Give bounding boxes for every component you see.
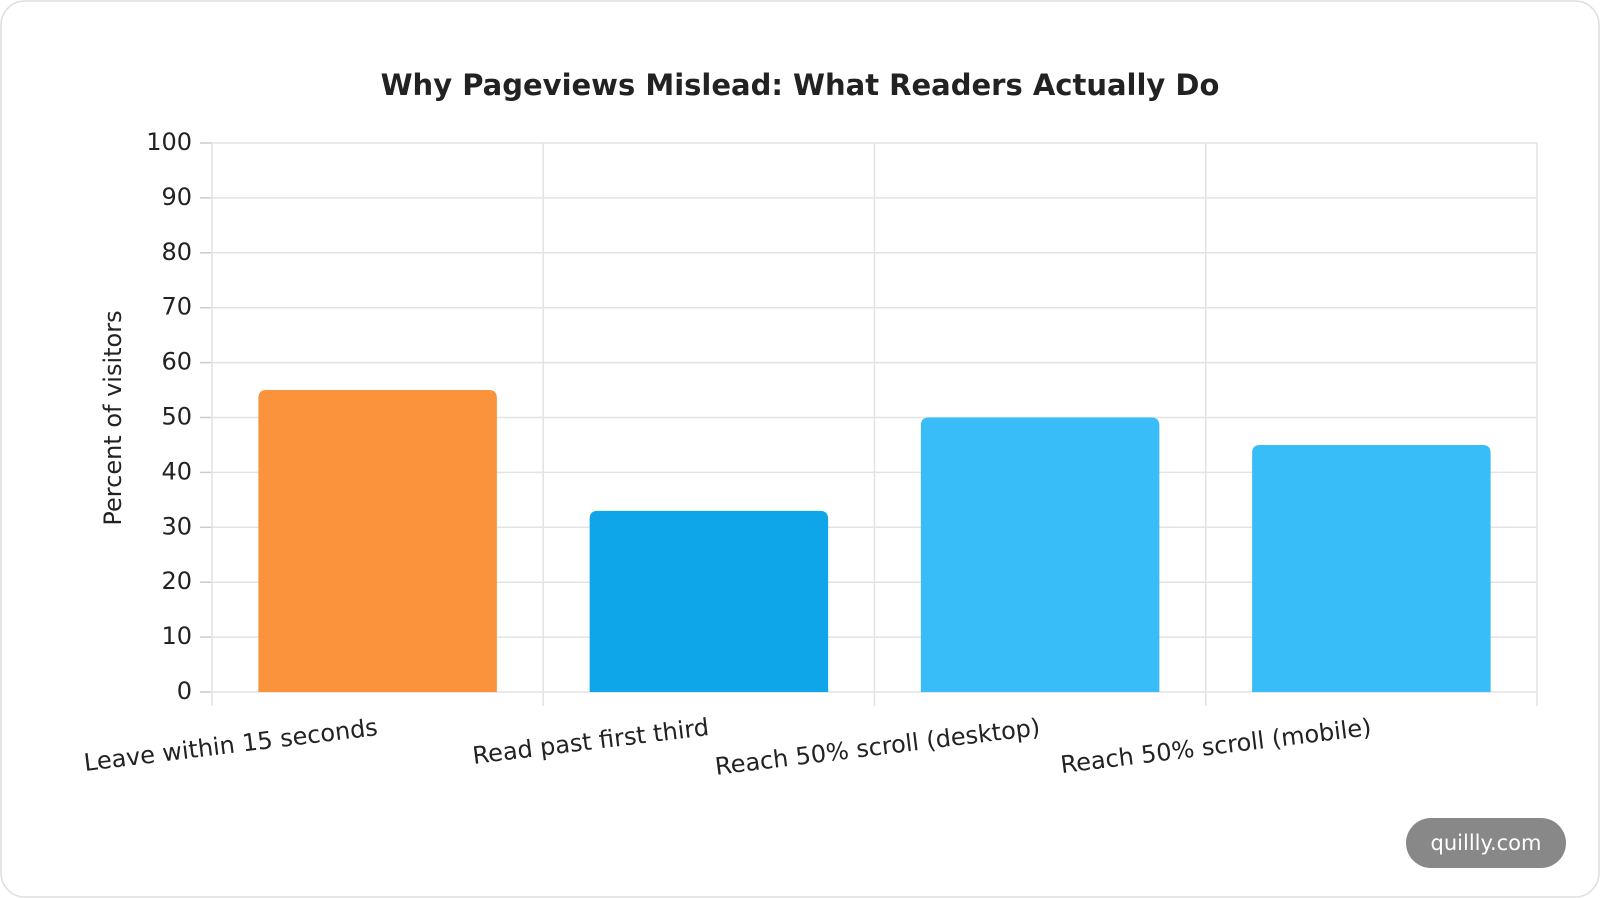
watermark-badge (1406, 818, 1566, 868)
y-tick-label: 90 (161, 183, 192, 211)
y-tick-label: 80 (161, 238, 192, 266)
y-axis-label: Percent of visitors (99, 310, 127, 525)
chart-title: Why Pageviews Mislead: What Readers Actu… (381, 68, 1220, 102)
watermark: quillly.com (1431, 831, 1542, 855)
bar (920, 417, 1160, 692)
bar (1252, 444, 1491, 692)
y-tick-label: 60 (161, 348, 192, 376)
y-tick-label: 10 (161, 622, 192, 650)
y-tick-label: 30 (161, 512, 192, 540)
y-tick-label: 50 (161, 403, 192, 431)
y-tick-label: 20 (161, 567, 192, 595)
y-tick-label: 100 (146, 128, 192, 156)
y-tick-label: 40 (161, 457, 192, 485)
bar (589, 510, 829, 692)
bar (258, 390, 497, 692)
y-tick-label: 70 (161, 293, 192, 321)
y-tick-label: 0 (177, 677, 192, 705)
